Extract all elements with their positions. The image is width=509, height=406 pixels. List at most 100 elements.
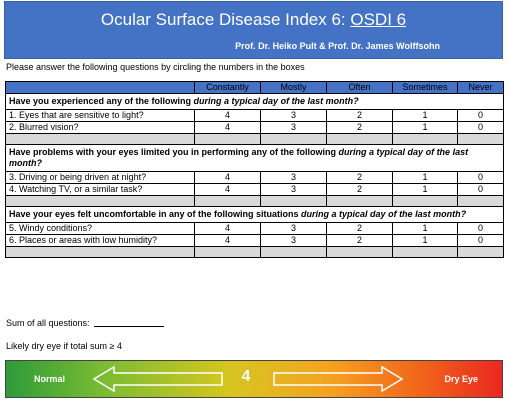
score-cell[interactable]: 0 xyxy=(457,109,504,122)
spacer-cell xyxy=(457,246,504,258)
title-link[interactable]: OSDI 6 xyxy=(350,10,407,29)
title-prefix: Ocular Surface Disease Index 6: xyxy=(100,10,351,29)
spacer-cell xyxy=(392,246,458,258)
scale-arrows xyxy=(92,365,404,393)
page-title: Ocular Surface Disease Index 6: OSDI 6 xyxy=(5,10,502,30)
score-cell[interactable]: 1 xyxy=(392,121,458,134)
score-cell[interactable]: 0 xyxy=(457,234,504,247)
score-cell[interactable]: 1 xyxy=(392,234,458,247)
question-row: 4. Watching TV, or a similar task? 4 3 2… xyxy=(5,183,504,196)
question-row: 3. Driving or being driven at night? 4 3… xyxy=(5,171,504,184)
question-label: 3. Driving or being driven at night? xyxy=(5,171,195,184)
section-heading-italic: during a typical day of the last month? xyxy=(193,96,359,106)
score-cell[interactable]: 0 xyxy=(457,222,504,235)
spacer-cell xyxy=(5,133,195,145)
section-heading: Have your eyes felt uncomfortable in any… xyxy=(5,206,504,223)
question-label: 2. Blurred vision? xyxy=(5,121,195,134)
score-cell[interactable]: 4 xyxy=(194,183,261,196)
sum-label: Sum of all questions: xyxy=(6,318,90,328)
spacer-cell xyxy=(457,195,504,207)
spacer-row xyxy=(5,195,504,207)
spacer-cell xyxy=(326,246,393,258)
question-label: 4. Watching TV, or a similar task? xyxy=(5,183,195,196)
spacer-cell xyxy=(326,195,393,207)
score-cell[interactable]: 0 xyxy=(457,183,504,196)
score-cell[interactable]: 1 xyxy=(392,171,458,184)
spacer-cell xyxy=(392,195,458,207)
section-heading-text: Have your eyes felt uncomfortable in any… xyxy=(9,209,302,219)
threshold-value: 4 xyxy=(241,368,251,385)
question-label: 1. Eyes that are sensitive to light? xyxy=(5,109,195,122)
severity-scale-bar: Normal 4 Dry Eye xyxy=(5,360,503,398)
sum-field: Sum of all questions: xyxy=(6,318,164,328)
section-heading-row: Have you experienced any of the followin… xyxy=(5,93,504,110)
section-heading-italic: during a typical day of the last month? xyxy=(9,147,469,168)
score-cell[interactable]: 2 xyxy=(326,234,393,247)
section-heading: Have you experienced any of the followin… xyxy=(5,93,504,110)
col-often: Often xyxy=(326,81,393,94)
corner-cell xyxy=(5,81,195,94)
score-cell[interactable]: 4 xyxy=(194,109,261,122)
question-row: 5. Windy conditions? 4 3 2 1 0 xyxy=(5,222,504,235)
spacer-row xyxy=(5,133,504,145)
col-constantly: Constantly xyxy=(194,81,261,94)
score-cell[interactable]: 2 xyxy=(326,109,393,122)
spacer-cell xyxy=(260,195,327,207)
question-label: 5. Windy conditions? xyxy=(5,222,195,235)
spacer-cell xyxy=(194,246,261,258)
threshold-note: Likely dry eye if total sum ≥ 4 xyxy=(6,341,122,351)
section-heading-text: Have you experienced any of the followin… xyxy=(9,96,194,106)
left-arrow-icon xyxy=(92,365,223,393)
section-heading-italic: during a typical day of the last month? xyxy=(301,209,467,219)
score-cell[interactable]: 4 xyxy=(194,121,261,134)
title-banner: Ocular Surface Disease Index 6: OSDI 6 P… xyxy=(4,1,503,59)
question-row: 6. Places or areas with low humidity? 4 … xyxy=(5,234,504,247)
score-cell[interactable]: 1 xyxy=(392,222,458,235)
questionnaire-table: Constantly Mostly Often Sometimes Never … xyxy=(5,81,504,258)
score-cell[interactable]: 4 xyxy=(194,171,261,184)
col-sometimes: Sometimes xyxy=(392,81,458,94)
spacer-row xyxy=(5,246,504,258)
score-cell[interactable]: 2 xyxy=(326,121,393,134)
score-cell[interactable]: 0 xyxy=(457,121,504,134)
score-cell[interactable]: 2 xyxy=(326,222,393,235)
right-arrow-icon xyxy=(273,365,404,393)
score-cell[interactable]: 0 xyxy=(457,171,504,184)
score-cell[interactable]: 3 xyxy=(260,109,327,122)
spacer-cell xyxy=(5,246,195,258)
question-row: 2. Blurred vision? 4 3 2 1 0 xyxy=(5,121,504,134)
score-cell[interactable]: 3 xyxy=(260,234,327,247)
section-heading-row: Have problems with your eyes limited you… xyxy=(5,144,504,172)
column-header-row: Constantly Mostly Often Sometimes Never xyxy=(5,81,504,94)
score-cell[interactable]: 3 xyxy=(260,183,327,196)
section-heading: Have problems with your eyes limited you… xyxy=(5,144,504,172)
spacer-cell xyxy=(392,133,458,145)
section-heading-row: Have your eyes felt uncomfortable in any… xyxy=(5,206,504,223)
score-cell[interactable]: 1 xyxy=(392,109,458,122)
spacer-cell xyxy=(326,133,393,145)
col-never: Never xyxy=(457,81,504,94)
col-mostly: Mostly xyxy=(260,81,327,94)
question-label: 6. Places or areas with low humidity? xyxy=(5,234,195,247)
normal-label: Normal xyxy=(34,374,66,384)
spacer-cell xyxy=(194,133,261,145)
score-cell[interactable]: 3 xyxy=(260,222,327,235)
spacer-cell xyxy=(260,246,327,258)
authors-line: Prof. Dr. Heiko Pult & Prof. Dr. James W… xyxy=(235,41,440,51)
score-cell[interactable]: 2 xyxy=(326,183,393,196)
score-cell[interactable]: 2 xyxy=(326,171,393,184)
spacer-cell xyxy=(5,195,195,207)
spacer-cell xyxy=(457,133,504,145)
score-cell[interactable]: 4 xyxy=(194,234,261,247)
question-row: 1. Eyes that are sensitive to light? 4 3… xyxy=(5,109,504,122)
spacer-cell xyxy=(260,133,327,145)
score-cell[interactable]: 3 xyxy=(260,121,327,134)
sum-blank[interactable] xyxy=(93,326,164,327)
score-cell[interactable]: 4 xyxy=(194,222,261,235)
score-cell[interactable]: 3 xyxy=(260,171,327,184)
instructions: Please answer the following questions by… xyxy=(6,62,305,72)
score-cell[interactable]: 1 xyxy=(392,183,458,196)
section-heading-text: Have problems with your eyes limited you… xyxy=(9,147,339,157)
dry-eye-label: Dry Eye xyxy=(444,374,478,384)
spacer-cell xyxy=(194,195,261,207)
